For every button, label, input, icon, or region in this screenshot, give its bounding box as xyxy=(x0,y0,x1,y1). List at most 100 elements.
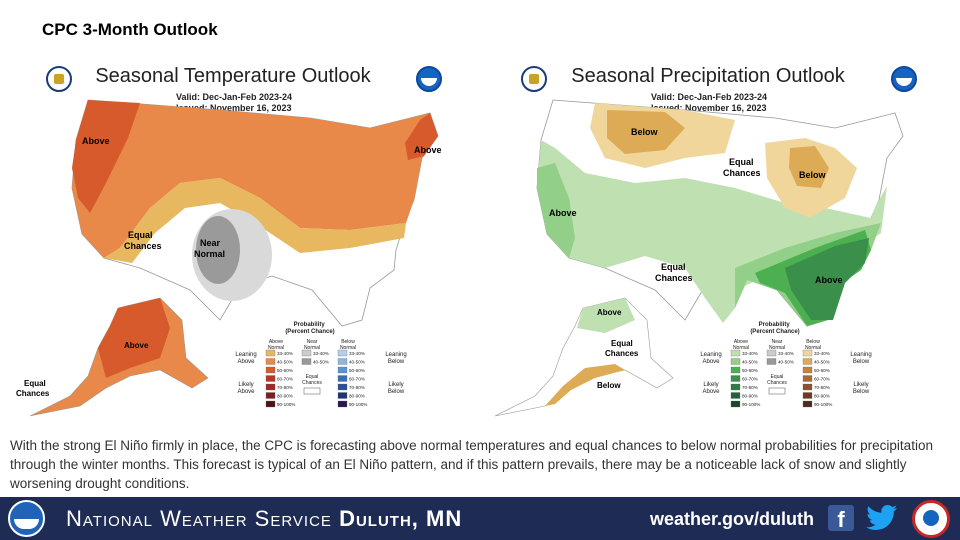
legend-range-below-1: 40-50% xyxy=(349,360,365,365)
footer-bar: National Weather Service Duluth, MN weat… xyxy=(0,497,960,540)
legend-swatch-above-2 xyxy=(730,366,741,374)
footer-org-text: National Weather Service xyxy=(66,506,332,531)
footer-website-link[interactable]: weather.gov/duluth xyxy=(650,509,815,529)
precip-label-above-southeast: Above xyxy=(815,275,843,285)
weather-ready-nation-icon xyxy=(912,500,950,538)
legend-range-above-2: 50-60% xyxy=(742,368,758,373)
alaska-above-strong xyxy=(98,298,170,378)
doc-seal-icon xyxy=(521,66,547,92)
temp-label-above-ne: Above xyxy=(414,145,442,155)
legend-range-above-5: 80-90% xyxy=(742,394,758,399)
legend-swatch-above-3 xyxy=(265,375,276,382)
legend-swatch-below-3 xyxy=(802,375,813,382)
facebook-icon[interactable]: f xyxy=(828,505,854,532)
legend-swatch-above-5 xyxy=(730,392,741,399)
temperature-legend: Probability (Percent Chance) Above Normal… xyxy=(235,322,407,408)
legend-range-above-4: 70-80% xyxy=(277,385,293,390)
footer-office-text: Duluth, MN xyxy=(339,506,463,531)
precipitation-valid-text: Valid: Dec-Jan-Feb 2023-24 xyxy=(651,92,768,102)
slide-caption: With the strong El Niño firmly in place,… xyxy=(10,438,933,491)
legend-swatch-below-5 xyxy=(337,392,348,399)
precip-label-equal-chances-center: Equal Chances xyxy=(723,157,761,178)
legend-swatch-below-6 xyxy=(802,400,813,408)
legend-range-below-4: 70-80% xyxy=(349,385,365,390)
legend-range-below-5: 80-90% xyxy=(814,394,830,399)
temp-legend-equal-chances-swatch xyxy=(303,387,321,395)
legend-swatch-above-1 xyxy=(265,358,276,365)
precip-label-above-alaska: Above xyxy=(597,308,622,317)
legend-range-above-0: 33-40% xyxy=(277,351,293,356)
legend-range-below-6: 90-100% xyxy=(349,402,367,407)
precipitation-outlook-map: Seasonal Precipitation Outlook Valid: De… xyxy=(485,58,931,418)
temperature-map-graphic: Above Above Equal Chances Near Normal Ab… xyxy=(16,99,442,417)
legend-range-near-0: 33-40% xyxy=(313,351,329,356)
twitter-icon[interactable] xyxy=(866,505,898,531)
legend-swatch-below-4 xyxy=(802,383,813,391)
legend-range-above-6: 90-100% xyxy=(277,402,295,407)
noaa-logo-icon xyxy=(8,500,45,537)
precip-label-above-west: Above xyxy=(549,208,577,218)
legend-range-below-3: 60-70% xyxy=(349,377,365,382)
legend-range-above-2: 50-60% xyxy=(277,368,293,373)
temp-legend-title: Probability (Percent Chance) xyxy=(285,322,334,335)
legend-range-below-4: 70-80% xyxy=(814,385,830,390)
footer-org-name: National Weather Service Duluth, MN xyxy=(66,506,462,532)
legend-swatch-below-3 xyxy=(337,375,348,382)
noaa-logo-icon xyxy=(891,66,917,92)
temp-label-equal-chances: Equal Chances xyxy=(124,230,162,251)
precip-label-below-north: Below xyxy=(631,127,659,137)
legend-range-above-1: 40-50% xyxy=(742,360,758,365)
legend-swatch-above-0 xyxy=(265,349,276,357)
legend-swatch-below-4 xyxy=(337,383,348,391)
temp-legend-likely-below: Likely Below xyxy=(388,382,405,395)
precip-legend-col-near: Near Normal xyxy=(769,339,785,351)
alaska-below-south xyxy=(545,364,625,406)
legend-swatch-near-1 xyxy=(301,358,312,365)
temp-label-equal-chances-alaska: Equal Chances xyxy=(16,379,50,398)
legend-swatch-above-6 xyxy=(265,400,276,408)
precip-legend-likely-below: Likely Below xyxy=(853,382,870,395)
legend-range-below-2: 50-60% xyxy=(349,368,365,373)
legend-range-above-3: 60-70% xyxy=(742,377,758,382)
temp-above-ne-strong xyxy=(405,113,438,160)
temp-legend-leaning-above: Leaning Above xyxy=(235,352,256,365)
doc-seal-icon xyxy=(46,66,72,92)
temperature-map-dates: Valid: Dec-Jan-Feb 2023-24 Issued: Novem… xyxy=(176,92,292,114)
precip-label-equal-chances-alaska: Equal Chances xyxy=(605,339,639,358)
legend-range-near-1: 40-50% xyxy=(313,360,329,365)
legend-swatch-above-5 xyxy=(265,392,276,399)
precip-above-west xyxy=(537,163,575,258)
precipitation-map-graphic: Below Equal Chances Below Above Equal Ch… xyxy=(494,99,904,417)
legend-range-above-3: 60-70% xyxy=(277,377,293,382)
precip-above-light-band xyxy=(537,140,887,323)
legend-range-near-0: 33-40% xyxy=(778,351,794,356)
legend-range-above-1: 40-50% xyxy=(277,360,293,365)
legend-swatch-below-1 xyxy=(337,358,348,365)
legend-range-above-4: 70-80% xyxy=(742,385,758,390)
legend-range-below-2: 50-60% xyxy=(814,368,830,373)
precip-legend-title: Probability (Percent Chance) xyxy=(750,322,799,335)
temp-legend-swatches: 33-40% 40-50% 50-60% 60-70% 70-80% 80-90% 90-1… xyxy=(265,349,367,408)
legend-swatch-below-6 xyxy=(337,400,348,408)
precip-legend-likely-above: Likely Above xyxy=(702,382,720,395)
legend-range-near-1: 40-50% xyxy=(778,360,794,365)
temp-near-normal-inner xyxy=(196,216,240,284)
legend-swatch-above-1 xyxy=(730,358,741,365)
precip-legend-leaning-below: Leaning Below xyxy=(850,352,871,365)
precip-legend-equal-chances: Equal Chances xyxy=(767,374,787,386)
temp-above-band xyxy=(72,100,438,258)
legend-range-below-6: 90-100% xyxy=(814,402,832,407)
precip-below-greatlakes-strong xyxy=(789,146,829,188)
temp-legend-likely-above: Likely Above xyxy=(237,382,255,395)
legend-swatch-above-6 xyxy=(730,400,741,408)
precip-legend-swatches: 33-40% 40-50% 50-60% 60-70% 70-80% 80-90% 90-1… xyxy=(730,349,832,408)
noaa-logo-icon xyxy=(416,66,442,92)
temp-label-above-alaska: Above xyxy=(124,341,149,350)
legend-swatch-below-5 xyxy=(802,392,813,399)
precip-legend-col-above: Above Normal xyxy=(733,339,749,351)
legend-swatch-above-3 xyxy=(730,375,741,382)
temp-legend-leaning-below: Leaning Below xyxy=(385,352,406,365)
precip-label-below-greatlakes: Below xyxy=(799,170,827,180)
legend-swatch-near-1 xyxy=(766,358,777,365)
precip-label-equal-chances-south: Equal Chances xyxy=(655,262,693,283)
